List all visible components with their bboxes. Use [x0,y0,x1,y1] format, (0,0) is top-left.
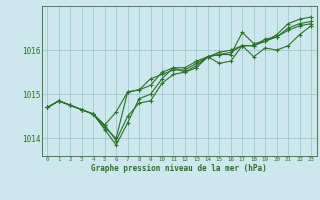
X-axis label: Graphe pression niveau de la mer (hPa): Graphe pression niveau de la mer (hPa) [91,164,267,173]
